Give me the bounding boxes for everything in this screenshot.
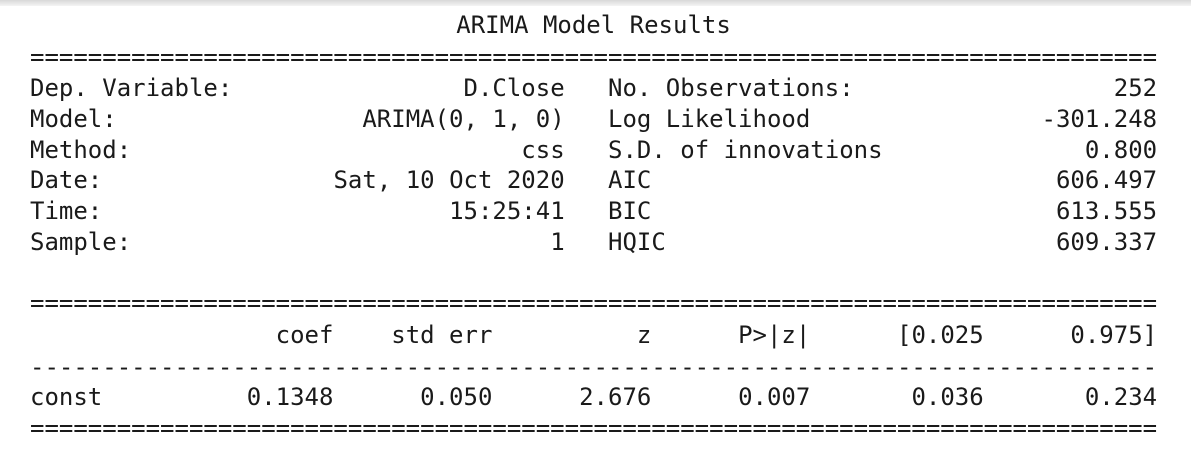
window-edge (0, 0, 1191, 6)
separator: ----------------------------------------… (30, 353, 1158, 381)
column-header: [0.025 (897, 321, 984, 349)
field-value: 1 (550, 228, 565, 256)
cell: 0.1348 (246, 383, 334, 411)
field-value: 609.337 (1055, 228, 1158, 256)
separator: ========================================… (30, 414, 1158, 442)
field-label: Dep. Variable: (30, 74, 233, 102)
field-value: D.Close (463, 74, 565, 102)
cell: 0.036 (911, 383, 984, 411)
field-label: Model: (30, 104, 117, 133)
field-value: ARIMA(0, 1, 0) (362, 104, 565, 133)
separator: ========================================… (30, 43, 1158, 71)
field-label: Method: (30, 135, 132, 164)
field-value: 613.555 (1055, 197, 1158, 226)
field-label: S.D. of innovations (608, 135, 883, 164)
column-header: P>|z| (738, 321, 811, 349)
field-label: Log Likelihood (608, 104, 811, 133)
field-label: Date: (30, 166, 103, 195)
row-label: const (30, 383, 103, 411)
cell: 0.007 (738, 383, 811, 411)
cell: 0.234 (1084, 383, 1158, 411)
separator: ========================================… (30, 289, 1158, 317)
field-value: 15:25:41 (449, 197, 565, 226)
field-label: AIC (608, 166, 652, 195)
title: ARIMA Model Results (456, 11, 731, 39)
field-label: BIC (608, 197, 652, 226)
field-value: Sat, 10 Oct 2020 (333, 166, 565, 195)
column-header: std err (391, 321, 493, 349)
field-value: 0.800 (1084, 135, 1158, 164)
field-label: Time: (30, 197, 103, 226)
column-header: z (636, 321, 652, 349)
column-header: coef (275, 321, 334, 349)
field-label: HQIC (608, 228, 666, 256)
field-value: css (521, 135, 565, 164)
field-label: No. Observations: (608, 74, 854, 102)
column-header: 0.975] (1070, 321, 1158, 349)
field-value: 252 (1113, 74, 1158, 102)
field-label: Sample: (30, 228, 132, 256)
cell: 0.050 (420, 383, 493, 411)
field-value: -301.248 (1041, 104, 1158, 133)
cell: 2.676 (579, 383, 652, 411)
field-value: 606.497 (1055, 166, 1158, 195)
